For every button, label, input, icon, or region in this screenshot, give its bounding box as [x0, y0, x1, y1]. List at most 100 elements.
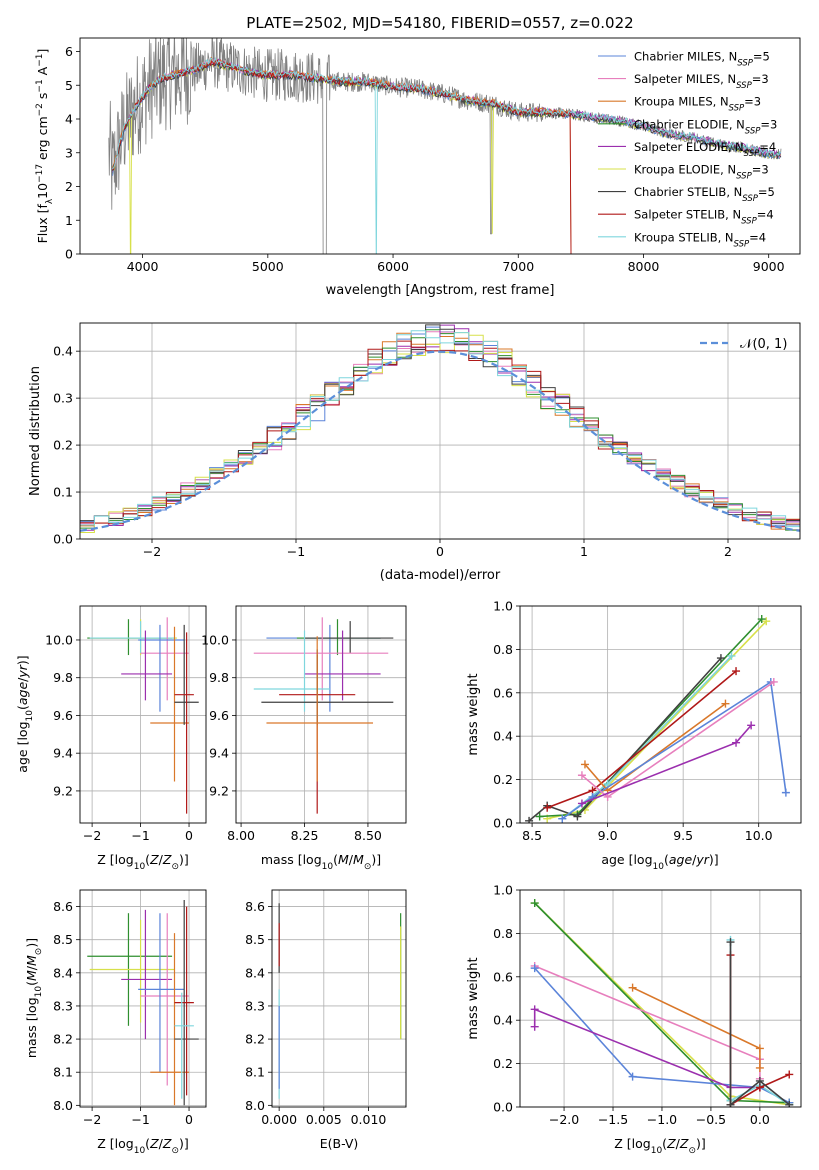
y-tick-label: 8.3 — [53, 998, 73, 1013]
x-tick-label: −2 — [83, 1112, 101, 1127]
weight-point — [762, 617, 771, 626]
y-tick-label: 8.6 — [245, 899, 265, 914]
label-part: 10 — [34, 986, 44, 998]
weight-point — [726, 1100, 735, 1107]
label-part: s — [35, 93, 50, 104]
x-tick-label: 0 — [185, 828, 193, 843]
label-part: M — [24, 955, 39, 966]
y-tick-label: 1.0 — [493, 599, 513, 614]
label-part: Z — [149, 852, 159, 867]
label-part: )] — [15, 655, 30, 665]
weight-line — [539, 618, 763, 818]
label-part: yr — [15, 664, 30, 678]
y-tick-label: 9.8 — [209, 670, 229, 685]
label-part: M — [338, 852, 349, 867]
y-tick-label: 8.6 — [53, 899, 73, 914]
label-part: Z — [162, 852, 172, 867]
label-part: age [log — [15, 721, 30, 772]
legend-label-part: =5 — [753, 50, 770, 64]
residual-histogram — [80, 324, 800, 524]
weight-point — [716, 654, 725, 663]
x-axis-label: wavelength [Angstrom, rest frame] — [326, 283, 555, 298]
weight-point — [755, 1063, 764, 1072]
y-tick-label: 4 — [65, 112, 73, 127]
label-part: )] — [709, 852, 719, 867]
label-part: )] — [24, 938, 39, 948]
plot-area — [253, 617, 394, 814]
label-part: ( — [145, 1136, 150, 1151]
x-tick-label: 5000 — [252, 259, 284, 274]
label-part: −1 — [35, 79, 45, 92]
x-tick-label: 4000 — [127, 259, 159, 274]
legend-label: 𝒩(0, 1) — [740, 337, 787, 352]
label-part: ( — [664, 852, 669, 867]
plot-area — [108, 38, 782, 254]
label-part: Z [log — [97, 1136, 133, 1151]
label-part: ] — [35, 49, 50, 54]
y-tick-label: 0.4 — [493, 1013, 513, 1028]
y-tick-label: 1 — [65, 213, 73, 228]
x-tick-label: 0.010 — [351, 1112, 387, 1127]
x-tick-label: 8.00 — [227, 828, 255, 843]
y-tick-label: 6 — [65, 44, 73, 59]
weight-point — [732, 738, 741, 747]
weight-point — [543, 803, 552, 812]
y-tick-label: 8.5 — [245, 932, 265, 947]
weight-line — [561, 680, 787, 820]
legend-label: Chabrier MILES, NSSP=5 — [634, 50, 770, 69]
x-tick-label: 6000 — [377, 259, 409, 274]
legend-label-part: =3 — [752, 72, 769, 86]
y-tick-label: 0.0 — [493, 816, 513, 831]
label-part: 10 — [134, 1146, 146, 1156]
label-part: Z — [666, 1136, 676, 1151]
weight-point — [721, 699, 730, 708]
label-part: ⊙ — [34, 948, 44, 956]
legend-label-part: Kroupa MILES, N — [634, 95, 729, 109]
legend-label-part: SSP — [745, 126, 761, 136]
axes-frame — [271, 889, 407, 1108]
label-part: erg cm — [35, 116, 50, 164]
legend-label: Kroupa STELIB, NSSP=4 — [634, 230, 766, 249]
weight-point — [530, 964, 539, 973]
label-part: mass [log — [261, 852, 322, 867]
weight-point — [525, 816, 534, 823]
label-part: / — [349, 852, 354, 867]
label-part: 10 — [651, 1146, 663, 1156]
label-part: yr — [695, 852, 709, 867]
label-part: 10 — [35, 183, 50, 199]
panel-residuals: −2 −1 0 1 2 0.0 0.1 0.2 0.3 0.4 𝒩(0, 1) (data-model… — [28, 322, 801, 583]
label-part: A — [35, 66, 50, 79]
label-part: ( — [15, 705, 30, 710]
weight-line — [547, 620, 767, 820]
legend-label-part: =4 — [757, 208, 774, 222]
label-part: ⊙ — [171, 862, 179, 872]
plot-area — [278, 903, 402, 1099]
panel-mass_vs_EBV: 0.000 0.005 0.010 8.0 8.1 8.2 8.3 8.4 8.5 8.6 E(B-… — [245, 889, 407, 1151]
label-part: ( — [662, 1136, 667, 1151]
y-tick-label: 0.2 — [493, 772, 513, 787]
plot-area — [525, 615, 790, 823]
x-tick-label: −1 — [131, 1112, 149, 1127]
label-part: / — [159, 1136, 164, 1151]
y-tick-label: 0.2 — [493, 1056, 513, 1071]
legend-label-part: Chabrier ELODIE, N — [634, 117, 745, 131]
y-tick-label: 0.0 — [53, 532, 73, 547]
y-tick-label: 8.5 — [53, 932, 73, 947]
weight-point — [628, 983, 637, 992]
legend-label: Kroupa MILES, NSSP=3 — [634, 95, 761, 114]
label-part: Z — [162, 1136, 172, 1151]
legend-label-part: =4 — [759, 140, 776, 154]
model-spectrum — [112, 56, 782, 254]
weight-point — [530, 1022, 539, 1031]
label-part: 10 — [322, 862, 334, 872]
label-part: Z — [149, 1136, 159, 1151]
legend-label-part: SSP — [736, 81, 752, 91]
legend-label: Kroupa ELODIE, NSSP=3 — [634, 163, 769, 182]
weight-point — [769, 677, 778, 686]
weight-point — [577, 799, 586, 808]
x-axis-label: age [log10(age/yr)] — [601, 852, 718, 872]
y-tick-label: 8.2 — [245, 1032, 265, 1047]
x-tick-label: −2.0 — [549, 1112, 579, 1127]
plot-area — [87, 899, 199, 1106]
